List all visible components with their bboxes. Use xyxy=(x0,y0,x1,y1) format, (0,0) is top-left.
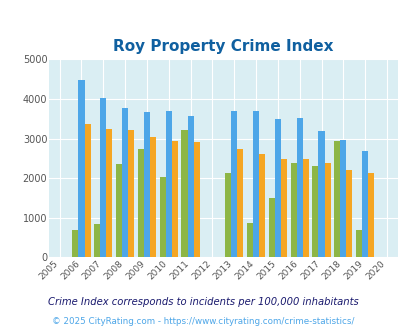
Bar xyxy=(143,112,149,257)
Bar xyxy=(116,164,122,257)
Bar xyxy=(355,230,361,257)
Bar xyxy=(296,118,302,257)
Bar xyxy=(78,80,84,257)
Bar xyxy=(171,141,177,257)
Title: Roy Property Crime Index: Roy Property Crime Index xyxy=(113,39,333,54)
Bar xyxy=(333,141,339,257)
Bar xyxy=(165,111,171,257)
Bar xyxy=(361,151,367,257)
Bar xyxy=(187,116,193,257)
Bar xyxy=(106,129,112,257)
Bar xyxy=(339,140,345,257)
Bar xyxy=(72,230,78,257)
Bar xyxy=(100,98,106,257)
Bar xyxy=(311,166,318,257)
Bar xyxy=(230,111,237,257)
Bar xyxy=(94,224,100,257)
Bar xyxy=(318,131,324,257)
Bar xyxy=(149,137,156,257)
Bar xyxy=(367,173,373,257)
Bar xyxy=(302,159,308,257)
Bar xyxy=(324,163,330,257)
Bar xyxy=(137,148,143,257)
Bar xyxy=(224,173,230,257)
Text: © 2025 CityRating.com - https://www.cityrating.com/crime-statistics/: © 2025 CityRating.com - https://www.city… xyxy=(51,317,354,326)
Bar xyxy=(246,223,252,257)
Bar xyxy=(193,142,199,257)
Bar xyxy=(290,163,296,257)
Bar xyxy=(274,119,280,257)
Bar xyxy=(122,108,128,257)
Bar xyxy=(345,170,352,257)
Bar xyxy=(84,124,90,257)
Bar xyxy=(181,130,187,257)
Bar xyxy=(268,198,274,257)
Bar xyxy=(159,177,165,257)
Bar xyxy=(280,159,286,257)
Bar xyxy=(258,154,264,257)
Bar xyxy=(252,111,258,257)
Bar xyxy=(128,130,134,257)
Text: Crime Index corresponds to incidents per 100,000 inhabitants: Crime Index corresponds to incidents per… xyxy=(47,297,358,307)
Bar xyxy=(237,148,243,257)
